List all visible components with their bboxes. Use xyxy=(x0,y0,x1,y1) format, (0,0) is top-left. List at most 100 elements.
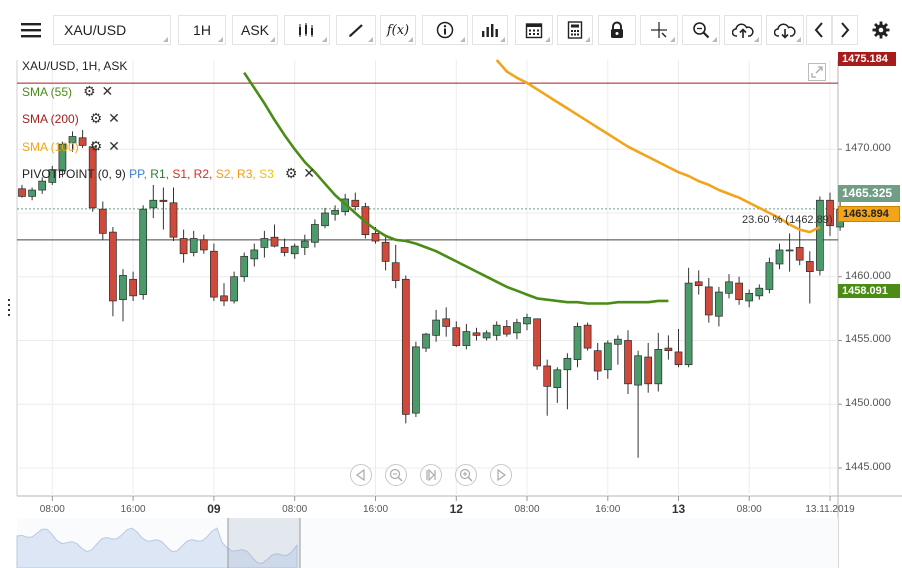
candle-body xyxy=(563,357,572,371)
candle-body xyxy=(109,231,117,302)
expand-button[interactable] xyxy=(808,63,826,81)
x-tick-label: 08:00 xyxy=(39,504,65,515)
candle-body xyxy=(240,255,249,278)
candle-body xyxy=(159,199,168,202)
candle-body xyxy=(795,247,804,261)
toolbar: XAU/USD 1H ASK f(x) xyxy=(0,0,902,60)
candle-body xyxy=(482,332,491,339)
menu-button[interactable] xyxy=(14,15,48,45)
x-tick-label: 13 xyxy=(671,502,686,516)
y-tick-label: 1450.000 xyxy=(845,397,891,410)
candle-body xyxy=(260,238,269,248)
candle-body xyxy=(826,199,834,227)
lock-button[interactable] xyxy=(598,15,636,45)
info-button[interactable] xyxy=(422,15,468,45)
candle-body xyxy=(573,326,582,360)
current-price-tag: 1465.325 xyxy=(838,185,900,202)
calendar-button[interactable] xyxy=(515,15,553,45)
panel-resize-handle[interactable] xyxy=(7,298,11,316)
indicator-button[interactable]: f(x) xyxy=(380,15,416,45)
settings-button[interactable] xyxy=(866,15,896,45)
sma100-label: SMA (100) xyxy=(22,140,79,154)
scroll-right-button[interactable] xyxy=(490,464,512,486)
zoom-button[interactable] xyxy=(682,15,720,45)
prev-button[interactable] xyxy=(806,15,832,45)
indicator-icon: f(x) xyxy=(386,22,410,38)
symbol-selector[interactable]: XAU/USD xyxy=(53,15,171,45)
zoom-icon xyxy=(693,22,710,39)
candle-body xyxy=(88,146,97,209)
sma200-close-icon[interactable]: ✕ xyxy=(108,110,120,126)
candle-body xyxy=(179,238,188,255)
volume-icon xyxy=(482,24,498,37)
sma100-close-icon[interactable]: ✕ xyxy=(108,138,120,154)
draw-icon xyxy=(349,24,363,37)
candle-body xyxy=(68,136,77,144)
candle-body xyxy=(704,286,713,316)
sma200-price-tag: 1475.184 xyxy=(838,52,896,66)
fib-level-label: 23.60 % (1462.89) xyxy=(742,214,833,226)
sma100-settings-icon[interactable]: ⚙ xyxy=(89,138,103,154)
sma200-settings-icon[interactable]: ⚙ xyxy=(89,110,103,126)
navigator-window xyxy=(228,518,300,568)
navigator-series xyxy=(16,527,298,568)
pivot-settings-icon[interactable]: ⚙ xyxy=(284,165,298,181)
candle-body xyxy=(442,318,451,327)
price-type-label: ASK xyxy=(240,22,269,38)
chart-type-button[interactable] xyxy=(284,15,330,45)
candle-body xyxy=(593,350,602,372)
calculator-icon xyxy=(567,21,583,39)
y-tick-label: 1455.000 xyxy=(845,333,891,346)
scroll-right-icon xyxy=(497,468,507,482)
download-button[interactable] xyxy=(766,15,804,45)
lock-icon xyxy=(611,21,623,38)
candle-body xyxy=(543,365,552,387)
chart-title: XAU/USD, 1H, ASK xyxy=(22,59,128,73)
timeframe-label: 1H xyxy=(193,22,211,38)
candle-body xyxy=(48,169,57,183)
candle-body xyxy=(290,245,299,255)
sma55-settings-icon[interactable]: ⚙ xyxy=(83,83,96,99)
candle-body xyxy=(452,327,461,346)
prev-icon xyxy=(814,22,823,38)
sma55-price-tag: 1458.091 xyxy=(838,284,900,298)
candle-body xyxy=(28,189,36,197)
candle-body xyxy=(220,295,228,302)
reset-view-icon xyxy=(426,468,436,482)
settings-icon xyxy=(872,21,890,39)
reset-view-button[interactable] xyxy=(420,464,442,486)
sma55-close-icon[interactable]: ✕ xyxy=(101,83,114,99)
price-type-selector[interactable]: ASK xyxy=(232,15,278,45)
candle-body xyxy=(765,262,774,290)
candle-body xyxy=(371,233,380,242)
download-icon xyxy=(774,23,796,39)
pivot-label: PIVOTPOINT (0, 9) xyxy=(22,167,126,181)
scroll-left-button[interactable] xyxy=(350,464,372,486)
candle-body xyxy=(129,278,137,297)
draw-button[interactable] xyxy=(336,15,376,45)
candle-body xyxy=(119,275,127,301)
candle-body xyxy=(412,346,420,414)
calculator-button[interactable] xyxy=(557,15,593,45)
timeframe-selector[interactable]: 1H xyxy=(178,15,226,45)
sma100-line xyxy=(495,59,821,234)
crosshair-icon xyxy=(651,22,667,38)
candle-body xyxy=(462,331,471,346)
pivot-close-icon[interactable]: ✕ xyxy=(303,165,315,181)
next-button[interactable] xyxy=(832,15,858,45)
candle-body xyxy=(18,188,26,197)
zoom-out-button[interactable] xyxy=(385,464,407,486)
volume-button[interactable] xyxy=(472,15,508,45)
crosshair-button[interactable] xyxy=(640,15,678,45)
candle-body xyxy=(300,240,309,248)
zoom-in-button[interactable] xyxy=(455,464,477,486)
candle-body xyxy=(472,332,481,336)
candle-body xyxy=(149,199,158,209)
next-icon xyxy=(841,22,850,38)
candle-body xyxy=(230,276,238,302)
pivot-items: PP, R1, S1, R2, S2, R3, S3 xyxy=(129,167,274,181)
upload-button[interactable] xyxy=(724,15,762,45)
calendar-icon xyxy=(525,23,543,39)
candle-body xyxy=(401,278,410,415)
